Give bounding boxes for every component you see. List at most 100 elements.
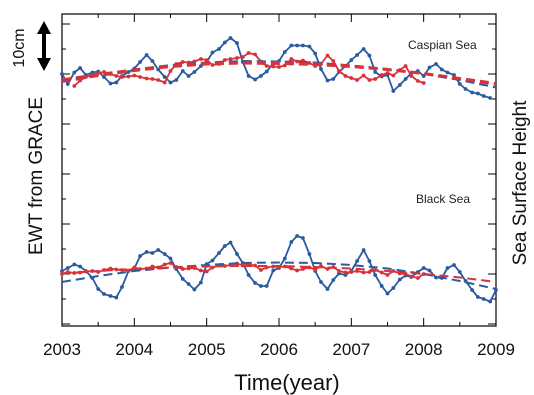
- data-point: [409, 74, 414, 78]
- data-point: [65, 266, 70, 270]
- data-point: [72, 271, 77, 275]
- data-point: [470, 90, 474, 95]
- trend-line: [61, 265, 497, 283]
- data-point: [228, 240, 233, 245]
- data-point: [289, 57, 294, 61]
- data-point: [391, 73, 396, 78]
- series-layer: [60, 36, 498, 304]
- data-point: [253, 281, 257, 285]
- x-tick-label: 2004: [115, 340, 153, 359]
- data-point: [180, 277, 185, 281]
- data-point: [385, 291, 390, 296]
- data-point: [235, 56, 239, 60]
- data-point: [240, 55, 245, 59]
- data-point: [264, 64, 269, 68]
- data-point: [271, 268, 276, 273]
- data-point: [427, 65, 432, 70]
- data-point: [126, 268, 131, 273]
- data-point: [331, 59, 336, 63]
- data-point: [72, 70, 77, 75]
- trend-line: [61, 62, 497, 86]
- data-point: [72, 84, 77, 88]
- data-point: [60, 72, 64, 76]
- x-tick-label: 2008: [405, 340, 443, 359]
- data-point: [126, 74, 131, 79]
- data-point: [192, 287, 197, 292]
- data-point: [162, 80, 167, 85]
- data-point: [180, 60, 185, 64]
- data-point: [355, 78, 359, 82]
- data-point: [138, 254, 143, 258]
- data-point: [120, 75, 124, 79]
- data-point: [114, 74, 119, 78]
- data-point: [162, 262, 167, 267]
- data-point: [217, 251, 221, 255]
- data-point: [289, 266, 294, 271]
- data-point: [439, 67, 444, 72]
- data-point: [114, 80, 119, 85]
- panel-label-caspian: Caspian Sea: [408, 38, 477, 52]
- scale-bar: [37, 21, 51, 71]
- data-point: [222, 40, 227, 45]
- data-point: [217, 47, 221, 51]
- data-point: [361, 248, 366, 252]
- data-point: [337, 69, 341, 73]
- data-point: [264, 69, 269, 74]
- scale-bar-label: 10cm: [11, 28, 28, 67]
- data-point: [228, 36, 233, 40]
- data-point: [488, 96, 493, 100]
- data-point: [60, 269, 64, 273]
- data-point: [235, 41, 239, 45]
- data-point: [289, 240, 294, 244]
- data-point: [210, 63, 215, 67]
- data-point: [488, 299, 493, 304]
- data-point: [416, 276, 420, 280]
- data-point: [349, 76, 354, 80]
- data-point: [452, 263, 456, 267]
- data-point: [199, 280, 203, 285]
- x-tick-label: 2003: [43, 340, 81, 359]
- data-point: [481, 297, 486, 301]
- data-point: [457, 270, 462, 274]
- data-point: [126, 70, 131, 74]
- data-point: [445, 70, 450, 75]
- data-point: [409, 274, 414, 279]
- data-point: [331, 77, 336, 81]
- data-point: [72, 262, 77, 267]
- panel-black: [60, 234, 498, 304]
- data-point: [325, 53, 330, 58]
- panel-label-black: Black Sea: [416, 192, 470, 206]
- data-point: [156, 78, 161, 82]
- data-point: [246, 273, 251, 277]
- data-point: [102, 292, 106, 296]
- data-point: [259, 74, 263, 78]
- data-point: [174, 78, 179, 82]
- data-point: [282, 256, 287, 261]
- data-point: [150, 59, 155, 63]
- data-point: [397, 83, 402, 87]
- data-point: [186, 74, 191, 78]
- data-point: [325, 78, 330, 83]
- data-point: [295, 59, 299, 64]
- data-point: [307, 44, 312, 49]
- data-point: [349, 270, 354, 274]
- data-point: [361, 73, 366, 78]
- data-point: [162, 252, 167, 256]
- data-point: [108, 81, 113, 86]
- data-point: [277, 65, 281, 69]
- data-point: [416, 79, 420, 83]
- data-point: [307, 61, 312, 65]
- data-point: [204, 58, 209, 62]
- data-point: [367, 270, 372, 274]
- data-point: [264, 284, 269, 288]
- data-point: [168, 69, 173, 73]
- data-point: [373, 273, 378, 277]
- data-point: [259, 284, 263, 288]
- data-point: [373, 70, 378, 74]
- data-point: [313, 51, 318, 56]
- data-point: [204, 269, 209, 274]
- data-point: [355, 269, 359, 273]
- data-point: [301, 236, 305, 240]
- data-point: [325, 287, 330, 291]
- data-point: [138, 60, 143, 64]
